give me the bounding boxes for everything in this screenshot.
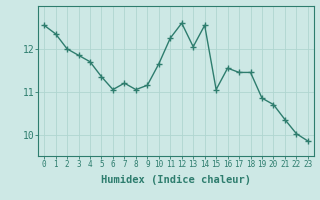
X-axis label: Humidex (Indice chaleur): Humidex (Indice chaleur) xyxy=(101,175,251,185)
